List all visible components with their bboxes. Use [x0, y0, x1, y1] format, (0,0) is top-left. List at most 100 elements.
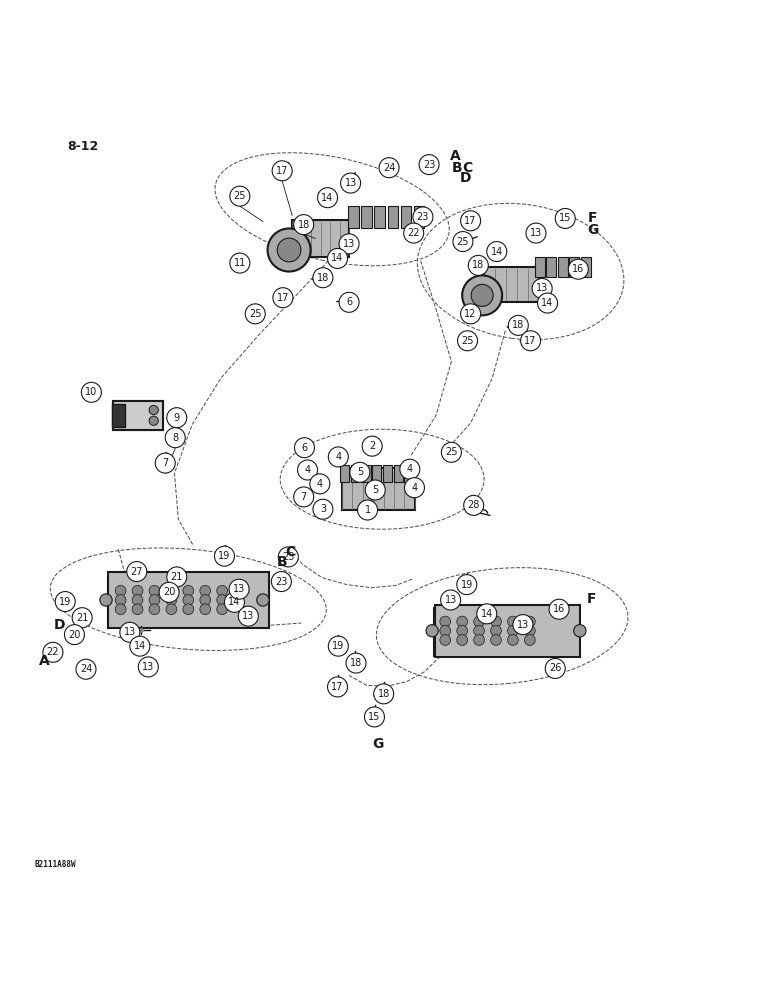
Circle shape — [457, 635, 468, 645]
Circle shape — [524, 616, 535, 627]
Circle shape — [457, 575, 477, 595]
Circle shape — [245, 304, 266, 324]
Circle shape — [149, 604, 160, 615]
Text: 24: 24 — [80, 664, 92, 674]
Circle shape — [457, 625, 468, 636]
Circle shape — [225, 592, 245, 612]
Text: 9: 9 — [174, 413, 180, 423]
Bar — [350, 465, 360, 482]
Text: 12: 12 — [465, 309, 477, 319]
Circle shape — [507, 616, 518, 627]
Text: 17: 17 — [524, 336, 537, 346]
Text: 14: 14 — [134, 641, 146, 651]
Circle shape — [440, 616, 451, 627]
Text: 18: 18 — [472, 260, 485, 270]
Text: 14: 14 — [481, 609, 493, 619]
Text: 25: 25 — [462, 336, 474, 346]
Circle shape — [453, 232, 473, 252]
Circle shape — [279, 547, 298, 567]
Circle shape — [526, 223, 546, 243]
Text: 13: 13 — [516, 620, 529, 630]
Text: 23: 23 — [282, 552, 294, 562]
Text: 4: 4 — [411, 483, 418, 493]
Circle shape — [507, 625, 518, 636]
Circle shape — [273, 161, 292, 181]
Circle shape — [364, 707, 384, 727]
Text: 19: 19 — [218, 551, 231, 561]
Circle shape — [507, 635, 518, 645]
Bar — [361, 465, 371, 482]
Bar — [107, 572, 269, 628]
Circle shape — [400, 459, 420, 479]
Text: B2111A88W: B2111A88W — [35, 860, 76, 869]
Circle shape — [404, 223, 424, 243]
Circle shape — [217, 604, 228, 615]
Text: 23: 23 — [423, 160, 435, 170]
Text: 15: 15 — [559, 213, 571, 223]
Circle shape — [487, 242, 506, 262]
Text: 13: 13 — [142, 662, 154, 672]
Text: 13: 13 — [124, 627, 136, 637]
Circle shape — [200, 595, 211, 605]
Circle shape — [43, 642, 63, 662]
Circle shape — [166, 604, 177, 615]
Text: 25: 25 — [249, 309, 262, 319]
Circle shape — [491, 616, 501, 627]
Circle shape — [272, 572, 291, 592]
Circle shape — [229, 579, 249, 599]
Circle shape — [166, 585, 177, 596]
Text: 14: 14 — [491, 247, 503, 257]
Circle shape — [149, 416, 158, 425]
Text: 20: 20 — [68, 630, 80, 640]
Text: G: G — [373, 737, 384, 751]
Text: 16: 16 — [553, 604, 565, 614]
Circle shape — [127, 562, 147, 582]
Circle shape — [149, 585, 160, 596]
Circle shape — [257, 594, 269, 606]
Text: 13: 13 — [233, 584, 245, 594]
Circle shape — [327, 677, 347, 697]
Bar — [414, 206, 425, 228]
Text: 25: 25 — [457, 237, 469, 247]
Bar — [372, 465, 381, 482]
Text: 19: 19 — [59, 597, 71, 607]
Circle shape — [464, 495, 484, 515]
Circle shape — [524, 625, 535, 636]
Bar — [394, 465, 403, 482]
Text: 14: 14 — [229, 597, 241, 607]
Text: 14: 14 — [321, 193, 334, 203]
Circle shape — [138, 657, 158, 677]
Text: D: D — [459, 171, 471, 185]
Circle shape — [277, 238, 301, 262]
Circle shape — [426, 625, 438, 637]
Circle shape — [520, 331, 540, 351]
Circle shape — [374, 684, 394, 704]
Circle shape — [419, 155, 439, 175]
Circle shape — [120, 622, 140, 642]
Circle shape — [442, 442, 462, 462]
Circle shape — [81, 382, 101, 402]
Bar — [434, 608, 577, 656]
Circle shape — [537, 293, 557, 313]
Text: B: B — [452, 161, 462, 175]
Circle shape — [441, 590, 461, 610]
Text: 4: 4 — [317, 479, 323, 489]
Text: 22: 22 — [46, 647, 59, 657]
Text: 23: 23 — [275, 577, 288, 587]
Circle shape — [532, 278, 552, 298]
Text: 17: 17 — [276, 293, 289, 303]
Text: 17: 17 — [465, 216, 477, 226]
Circle shape — [165, 428, 185, 448]
Circle shape — [474, 635, 485, 645]
Circle shape — [183, 595, 194, 605]
Bar — [383, 465, 392, 482]
Text: F: F — [588, 211, 598, 225]
Circle shape — [339, 292, 359, 312]
Circle shape — [167, 567, 187, 587]
Circle shape — [217, 595, 228, 605]
Text: 18: 18 — [350, 658, 362, 668]
Circle shape — [159, 582, 179, 602]
Circle shape — [115, 595, 126, 605]
Text: 13: 13 — [445, 595, 457, 605]
Circle shape — [65, 625, 84, 645]
